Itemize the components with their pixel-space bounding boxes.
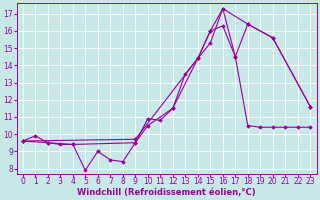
X-axis label: Windchill (Refroidissement éolien,°C): Windchill (Refroidissement éolien,°C) [77,188,256,197]
